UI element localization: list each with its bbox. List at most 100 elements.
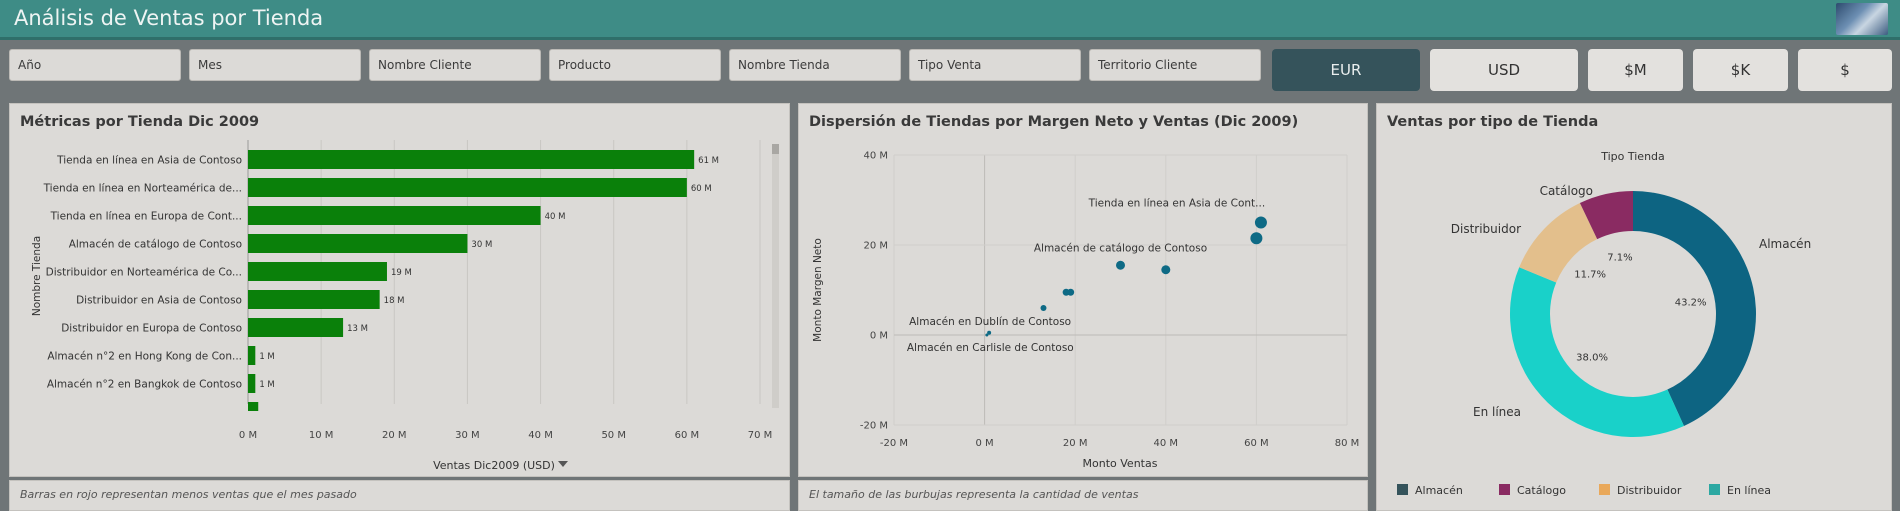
bar-value-label: 30 M (471, 240, 492, 250)
legend-swatch[interactable] (1709, 484, 1720, 495)
scatter-x-tick-label: -20 M (880, 438, 908, 449)
filter-month[interactable]: Mes (189, 49, 361, 81)
scatter-bubble[interactable] (987, 330, 992, 335)
filter-year[interactable]: Año (9, 49, 181, 81)
bar-x-tick-label: 70 M (748, 430, 773, 441)
bar-value-label: 61 M (698, 156, 719, 166)
bar-category-label[interactable]: Distribuidor en Norteamérica de Co... (46, 267, 242, 279)
scatter-point-label: Tienda en línea en Asia de Cont... (1088, 198, 1266, 210)
bar-value-label: 13 M (347, 324, 368, 334)
bar[interactable] (248, 150, 695, 169)
legend-label[interactable]: En línea (1727, 484, 1771, 497)
bar[interactable] (248, 318, 344, 337)
donut-slice-name: Almacén (1759, 237, 1811, 251)
currency-millions-button[interactable]: $M (1588, 49, 1683, 91)
bar-value-label: 40 M (545, 212, 566, 222)
filter-product[interactable]: Producto (549, 49, 721, 81)
bar-y-axis-title: Nombre Tienda (31, 236, 43, 316)
bar-category-label[interactable]: Distribuidor en Europa de Contoso (61, 323, 242, 335)
scatter-y-tick-label: -20 M (860, 421, 888, 432)
scatter-bubble[interactable] (985, 333, 989, 337)
scatter-x-tick-label: 60 M (1244, 438, 1269, 449)
bar-scrollbar-track[interactable] (772, 144, 779, 408)
bar[interactable] (248, 374, 256, 393)
scatter-bubble[interactable] (1040, 305, 1047, 311)
bar-category-label[interactable]: Almacén n°2 en Hong Kong de Con... (47, 351, 242, 363)
donut-slice[interactable] (1579, 191, 1633, 240)
app-title: Análisis de Ventas por Tienda (14, 6, 324, 30)
filter-bar: Año Mes Nombre Cliente Producto Nombre T… (0, 43, 1900, 99)
filter-sale-type[interactable]: Tipo Venta (909, 49, 1081, 81)
bar-category-label[interactable]: Distribuidor en Asia de Contoso (76, 295, 242, 307)
sort-dropdown-icon[interactable] (558, 461, 568, 467)
scatter-bubble[interactable] (1062, 288, 1070, 296)
bar-category-label[interactable]: Almacén n°2 en Bangkok de Contoso (47, 379, 242, 391)
bar-partial[interactable] (248, 402, 259, 411)
scatter-chart-title: Dispersión de Tiendas por Margen Neto y … (809, 114, 1299, 130)
donut-slice-name: Catálogo (1540, 184, 1593, 198)
scatter-y-tick-label: 40 M (863, 151, 888, 162)
bar[interactable] (248, 262, 387, 281)
donut-slice-percent: 7.1% (1607, 252, 1632, 263)
scatter-chart-footer: El tamaño de las burbujas representa la … (798, 480, 1368, 511)
bar[interactable] (248, 234, 468, 253)
currency-usd-button[interactable]: USD (1430, 49, 1578, 91)
scatter-y-tick-label: 20 M (863, 241, 888, 252)
bar-x-tick-label: 0 M (239, 430, 257, 441)
scatter-bubble[interactable] (1116, 260, 1125, 270)
bar-value-label: 1 M (259, 352, 274, 362)
donut-slice-name: En línea (1473, 405, 1521, 419)
bar-value-label: 19 M (391, 268, 412, 278)
scatter-bubble[interactable] (1161, 265, 1171, 275)
donut-slice[interactable] (1519, 203, 1598, 283)
bar[interactable] (248, 178, 687, 197)
bar-category-label[interactable]: Tienda en línea en Europa de Cont... (50, 211, 242, 223)
bar[interactable] (248, 346, 256, 365)
donut-slice-percent: 43.2% (1675, 297, 1707, 308)
scatter-chart-panel: Dispersión de Tiendas por Margen Neto y … (798, 103, 1368, 477)
scatter-x-tick-label: 20 M (1063, 438, 1088, 449)
filter-store-name[interactable]: Nombre Tienda (729, 49, 901, 81)
scatter-bubble[interactable] (1250, 232, 1263, 245)
bar-x-axis-title[interactable]: Ventas Dic2009 (USD) (433, 459, 555, 472)
currency-eur-button[interactable]: EUR (1272, 49, 1420, 91)
donut-slice-name: Distribuidor (1451, 222, 1521, 236)
legend-label[interactable]: Catálogo (1517, 484, 1566, 497)
scatter-x-axis-title: Monto Ventas (1083, 457, 1158, 470)
legend-swatch[interactable] (1397, 484, 1408, 495)
legend-swatch[interactable] (1599, 484, 1610, 495)
donut-subtitle: Tipo Tienda (1600, 150, 1665, 163)
donut-slice[interactable] (1633, 191, 1756, 426)
bar[interactable] (248, 206, 541, 225)
bar-category-label[interactable]: Tienda en línea en Norteamérica de... (43, 183, 242, 195)
filter-customer-name[interactable]: Nombre Cliente (369, 49, 541, 81)
bar-x-tick-label: 60 M (675, 430, 700, 441)
donut-chart-panel: Ventas por tipo de Tienda Tipo Tienda 43.… (1376, 103, 1892, 511)
donut-chart: Tipo Tienda 43.2% Almacén 38.0% En línea 11.7… (1397, 150, 1811, 497)
currency-units-button[interactable]: $ (1798, 49, 1892, 91)
app-header: Análisis de Ventas por Tienda (0, 0, 1900, 40)
scatter-point-label: Almacén en Dublín de Contoso (909, 316, 1071, 328)
bar-chart-footer: Barras en rojo representan menos ventas … (9, 480, 790, 511)
scatter-bubble[interactable] (1254, 216, 1267, 229)
scatter-chart: -20 M 0 M 20 M 40 M 60 M 80 M -20 M 0 M 20 M 40 M… (812, 151, 1359, 471)
bar-x-tick-label: 10 M (309, 430, 334, 441)
scatter-point-label: Almacén en Carlisle de Contoso (907, 342, 1074, 354)
donut-chart-title: Ventas por tipo de Tienda (1387, 114, 1599, 130)
donut-slice[interactable] (1510, 267, 1684, 437)
bar-x-tick-label: 20 M (382, 430, 407, 441)
currency-thousands-button[interactable]: $K (1693, 49, 1788, 91)
bar-category-label[interactable]: Tienda en línea en Asia de Contoso (56, 155, 242, 167)
bar-category-label[interactable]: Almacén de catálogo de Contoso (69, 239, 242, 251)
scatter-x-tick-label: 40 M (1154, 438, 1179, 449)
company-logo (1836, 3, 1888, 35)
bar[interactable] (248, 290, 380, 309)
bar-value-label: 18 M (384, 296, 405, 306)
legend-label[interactable]: Almacén (1415, 484, 1463, 497)
bar-scrollbar-thumb[interactable] (772, 144, 779, 154)
bar-x-tick-label: 50 M (601, 430, 626, 441)
filter-customer-territory[interactable]: Territorio Cliente (1089, 49, 1261, 81)
legend-label[interactable]: Distribuidor (1617, 484, 1682, 497)
scatter-point-label: Almacén de catálogo de Contoso (1034, 242, 1207, 254)
legend-swatch[interactable] (1499, 484, 1510, 495)
